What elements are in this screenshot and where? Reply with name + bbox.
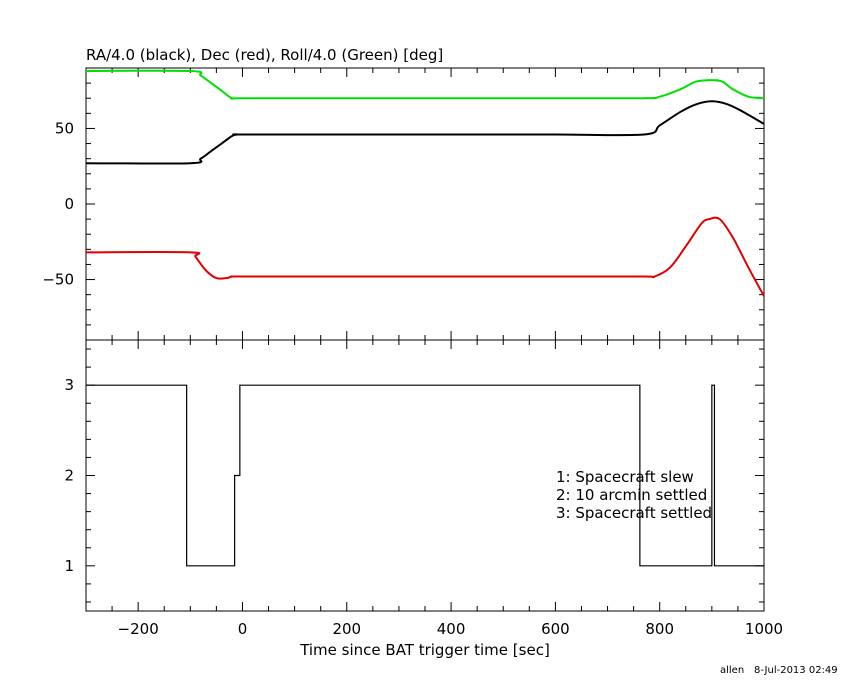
bottom-panel: −200 0 200 400 600 800 1000 1 2 3 1: Spacecraft s… [64, 339, 783, 638]
roll-4-0-series-line [85, 69, 765, 100]
footer-timestamp: 8-Jul-2013 02:49 [754, 665, 838, 676]
top-panel-ticks: −50 0 50 [42, 68, 765, 340]
y-tick-label: 1 [64, 557, 74, 575]
legend-entry: 1: Spacecraft slew [556, 468, 694, 486]
x-tick-label: 200 [332, 620, 361, 638]
y-tick-label: 50 [55, 119, 74, 137]
x-tick-label: −200 [118, 620, 159, 638]
x-tick-label: 400 [437, 620, 466, 638]
y-tick-label: 3 [64, 376, 74, 394]
ra-4-0-series-line [85, 100, 765, 165]
footer-user: allen [720, 665, 744, 676]
y-tick-label: 0 [64, 195, 74, 213]
x-tick-label: 1000 [745, 620, 783, 638]
legend-entry: 3: Spacecraft settled [556, 504, 712, 522]
status-step-line [86, 384, 764, 567]
legend-entry: 2: 10 arcmin settled [556, 486, 707, 504]
top-panel: −50 0 50 [42, 67, 765, 341]
top-panel-frame [85, 67, 765, 341]
y-tick-label: −50 [42, 271, 74, 289]
dec-series-line [85, 216, 765, 297]
x-tick-label: 0 [238, 620, 248, 638]
y-tick-label: 2 [64, 467, 74, 485]
top-panel-series [85, 69, 765, 297]
x-axis-label: Time since BAT trigger time [sec] [299, 641, 550, 659]
x-tick-label: 800 [645, 620, 674, 638]
top-panel-title: RA/4.0 (black), Dec (red), Roll/4.0 (Gre… [86, 46, 443, 64]
bottom-panel-series [86, 384, 764, 567]
x-tick-label: 600 [541, 620, 570, 638]
